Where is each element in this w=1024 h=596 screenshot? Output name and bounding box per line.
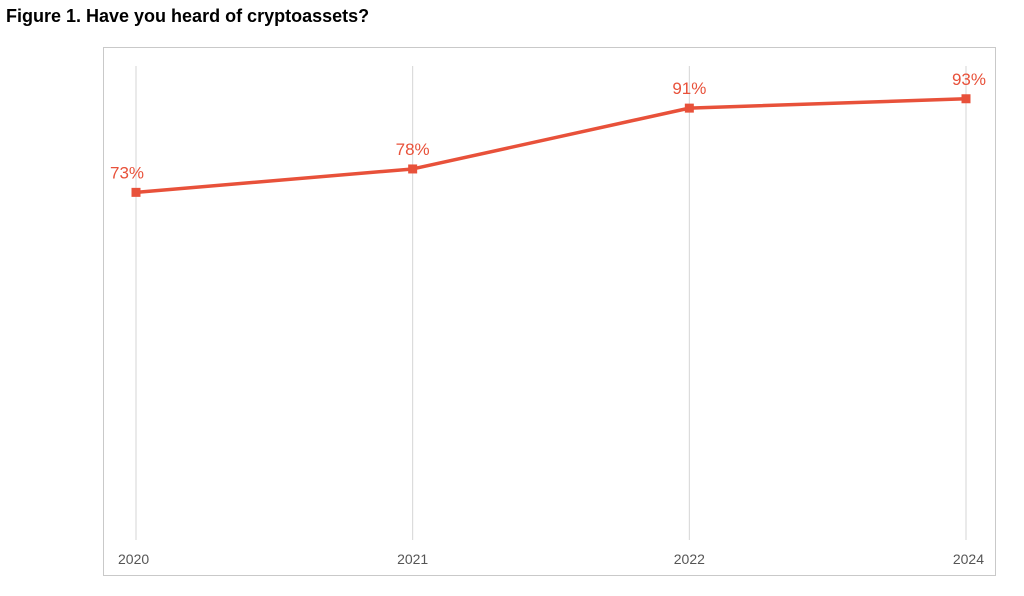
series-line-layer [135,97,967,195]
x-tick-2020: 2020 [118,551,149,567]
data-label-2022: 91% [672,79,706,98]
markers [131,94,971,197]
x-tick-2024: 2024 [953,551,984,567]
x-tick-2022: 2022 [674,551,705,567]
data-point-2020 [131,187,141,197]
data-label-2020: 73% [110,163,144,182]
data-point-2021 [408,164,418,174]
data-labels: 73% 78% 91% 93% [110,70,986,183]
data-point-2022 [684,103,694,113]
x-tick-labels: 2020 2021 2022 2024 [118,551,984,567]
data-label-2021: 78% [396,140,430,159]
data-point-2024 [961,94,971,104]
line-chart: 73% 78% 91% 93% 2020 2021 2022 2024 [110,66,986,567]
data-label-2024: 93% [952,70,986,89]
chart-frame: 73% 78% 91% 93% 2020 2021 2022 2024 [103,47,996,576]
x-tick-2021: 2021 [397,551,428,567]
series-line [135,97,967,195]
figure-title: Figure 1. Have you heard of cryptoassets… [6,6,370,26]
gridlines [135,66,967,540]
